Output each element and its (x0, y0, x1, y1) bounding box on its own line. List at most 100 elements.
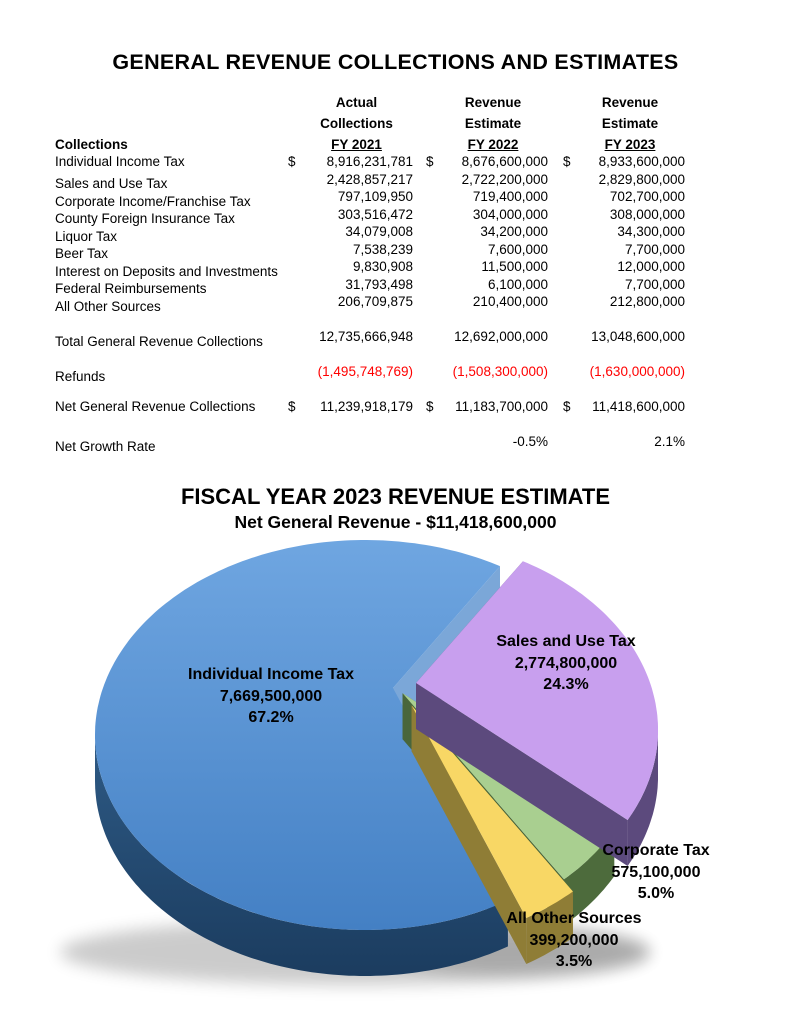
amount: 2,428,857,217 (326, 171, 413, 187)
value-cell: 303,516,472 (288, 206, 413, 224)
label-all-other-sources: All Other Sources 399,200,000 3.5% (506, 908, 641, 973)
amount: -0.5% (512, 434, 548, 449)
row-label: Federal Reimbursements (55, 281, 207, 296)
amount: 7,700,000 (624, 241, 685, 257)
chart-subtitle: Net General Revenue - $11,418,600,000 (234, 512, 557, 532)
table-row: Sales and Use Tax 2,428,857,217 2,722,200,… (55, 171, 737, 192)
value-cell: (1,495,748,769) (288, 363, 413, 381)
row-label: Sales and Use Tax (55, 176, 168, 191)
table-row: Liquor Tax 34,079,008 34,200,000 34,300,000 (55, 223, 737, 244)
value-cell: -0.5% (426, 433, 548, 451)
value-cell: 9,830,908 (288, 258, 413, 276)
amount: 2.1% (654, 434, 685, 449)
label-individual-income-tax: Individual Income Tax 7,669,500,000 67.2… (188, 664, 354, 729)
amount: 9,830,908 (352, 259, 413, 274)
column-header-fy2022: Revenue Estimate FY 2022 (426, 92, 548, 155)
column-header-fy2023: Revenue Estimate FY 2023 (563, 92, 685, 155)
slice-rim (95, 735, 508, 976)
value-cell: $11,239,918,179 (288, 398, 413, 416)
amount: 13,048,600,000 (591, 329, 685, 344)
value-cell: 719,400,000 (426, 188, 548, 206)
col3-line2: Estimate (601, 116, 659, 131)
amount: 719,400,000 (472, 189, 548, 204)
row-label: Individual Income Tax (55, 154, 185, 169)
table-row: Federal Reimbursements 31,793,498 6,100,00… (55, 276, 737, 297)
row-label: Net General Revenue Collections (55, 399, 256, 414)
slice-value: 399,200,000 (529, 931, 619, 949)
amount: 210,400,000 (472, 294, 548, 309)
value-cell: $8,933,600,000 (563, 153, 685, 171)
amount: 308,000,000 (609, 206, 685, 222)
amount: 212,800,000 (609, 294, 685, 309)
amount: 8,676,600,000 (461, 154, 548, 169)
amount: (1,495,748,769) (317, 364, 413, 379)
dollar-sign: $ (288, 154, 296, 169)
value-cell: 206,709,875 (288, 293, 413, 311)
value-cell: 34,200,000 (426, 223, 548, 241)
value-cell: 2,428,857,217 (288, 171, 413, 189)
amount: 34,300,000 (617, 224, 685, 239)
table-header: Collections Actual Collections FY 2021 R… (55, 92, 685, 155)
value-cell: 7,700,000 (563, 276, 685, 294)
column-header-fy2021: Actual Collections FY 2021 (288, 92, 413, 155)
amount: 7,600,000 (487, 241, 548, 257)
dollar-sign: $ (563, 154, 571, 169)
value-cell: 34,300,000 (563, 223, 685, 241)
value-cell: $8,676,600,000 (426, 153, 548, 171)
slice-top (95, 540, 508, 930)
table-row: Corporate Income/Franchise Tax 797,109,95… (55, 188, 737, 209)
refunds-row: Refunds (1,495,748,769) (1,508,300,000) (1,… (55, 363, 737, 384)
slice-percent: 24.3% (543, 676, 589, 693)
pie-chart-area (0, 500, 791, 1024)
pie-slice-sales-and-use-tax (416, 561, 658, 866)
table-row: All Other Sources 206,709,875 210,400,000 2… (55, 293, 737, 314)
amount: 8,916,231,781 (326, 154, 413, 169)
slice-top (411, 705, 573, 918)
total-row: Total General Revenue Collections 12,735,… (55, 328, 737, 349)
label-sales-and-use-tax: Sales and Use Tax 2,774,800,000 24.3% (496, 631, 635, 696)
value-cell: 6,100,000 (426, 276, 548, 294)
amount: 34,079,008 (345, 224, 413, 239)
pie-slice-all-other-sources (411, 705, 573, 964)
amount: 2,722,200,000 (461, 171, 548, 187)
table-row: Interest on Deposits and Investments 9,83… (55, 258, 737, 279)
row-label: Beer Tax (55, 246, 109, 261)
row-label: County Foreign Insurance Tax (55, 211, 235, 226)
dollar-sign: $ (563, 399, 571, 414)
amount: (1,508,300,000) (452, 364, 548, 379)
amount: 12,735,666,948 (319, 329, 413, 344)
slice-top (416, 561, 658, 820)
amount: 12,692,000,000 (454, 329, 548, 344)
slice-value: 2,774,800,000 (514, 654, 618, 672)
amount: 6,100,000 (487, 276, 548, 292)
value-cell: 12,735,666,948 (288, 328, 413, 346)
slice-percent: 5.0% (637, 885, 675, 902)
value-cell: 7,538,239 (288, 241, 413, 259)
value-cell: 12,692,000,000 (426, 328, 548, 346)
slice-label: Corporate Tax (602, 842, 710, 859)
amount: 11,183,700,000 (455, 399, 548, 414)
amount: 206,709,875 (337, 294, 413, 309)
row-label: Total General Revenue Collections (55, 333, 263, 349)
slice-rim (564, 830, 615, 926)
amount: 34,200,000 (480, 224, 548, 239)
slice-rim (627, 730, 658, 866)
value-cell: 11,500,000 (426, 258, 548, 276)
col2-line1: Revenue (464, 95, 522, 110)
amount: 797,109,950 (337, 189, 413, 204)
value-cell: 702,700,000 (563, 188, 685, 206)
slice-label: All Other Sources (506, 910, 642, 927)
value-cell: 308,000,000 (563, 206, 685, 224)
value-cell: (1,630,000,000) (563, 363, 685, 381)
amount: (1,630,000,000) (589, 364, 685, 379)
value-cell: 7,700,000 (563, 241, 685, 259)
value-cell: $11,183,700,000 (426, 398, 548, 416)
net-row: Net General Revenue Collections $11,239,9… (55, 398, 737, 416)
col1-fy: FY 2021 (331, 137, 382, 152)
amount: 702,700,000 (609, 189, 685, 204)
chart-title: FISCAL YEAR 2023 REVENUE ESTIMATE (180, 484, 611, 509)
row-label: Interest on Deposits and Investments (55, 263, 278, 279)
slice-rim (526, 891, 573, 964)
amount: 11,500,000 (481, 259, 548, 274)
